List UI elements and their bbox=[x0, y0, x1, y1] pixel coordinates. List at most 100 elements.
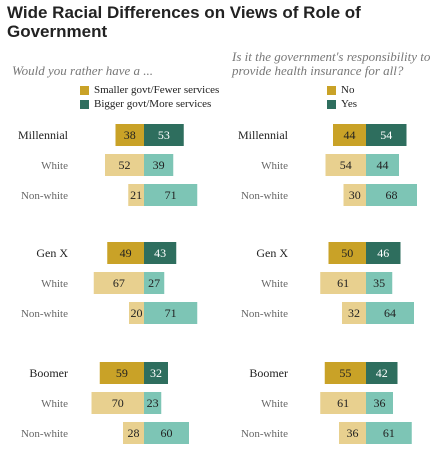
data-label: 60 bbox=[161, 426, 173, 440]
bar-bigger-govt bbox=[144, 302, 198, 324]
data-label: 67 bbox=[113, 276, 125, 290]
left-chart-subtitle: Would you rather have a ... bbox=[12, 63, 154, 78]
bar-yes bbox=[366, 242, 401, 264]
data-label: 53 bbox=[158, 128, 170, 142]
bar-no bbox=[339, 422, 366, 444]
bar-bigger-govt bbox=[144, 184, 198, 206]
data-label: 21 bbox=[130, 188, 142, 202]
row-label: Gen X bbox=[36, 246, 68, 260]
data-label: 49 bbox=[120, 246, 132, 260]
bar-no bbox=[325, 154, 366, 176]
row-label: White bbox=[41, 398, 68, 410]
row-label: Millennial bbox=[238, 128, 289, 142]
bar-bigger-govt bbox=[144, 242, 177, 264]
bar-yes bbox=[366, 302, 414, 324]
row-label: White bbox=[41, 160, 68, 172]
row-label: Non-white bbox=[21, 308, 68, 320]
bar-yes bbox=[366, 422, 412, 444]
right-chart-subtitle: Is it the government's responsibility to… bbox=[232, 49, 431, 78]
data-label: 32 bbox=[348, 306, 360, 320]
bar-smaller-govt bbox=[123, 422, 144, 444]
legend-label: Bigger govt/More services bbox=[94, 98, 212, 110]
bar-bigger-govt bbox=[144, 124, 184, 146]
row-label: Non-white bbox=[241, 190, 288, 202]
bar-bigger-govt bbox=[144, 272, 165, 294]
bar-yes bbox=[366, 184, 417, 206]
data-label: 52 bbox=[119, 158, 131, 172]
data-label: 44 bbox=[377, 158, 389, 172]
bar-no bbox=[320, 272, 366, 294]
data-label: 68 bbox=[386, 188, 398, 202]
data-label: 61 bbox=[337, 396, 349, 410]
row-label: White bbox=[261, 160, 288, 172]
legend-swatch bbox=[327, 100, 336, 109]
data-label: 71 bbox=[165, 188, 177, 202]
data-label: 59 bbox=[116, 366, 128, 380]
data-label: 28 bbox=[128, 426, 140, 440]
legend-label: Yes bbox=[341, 98, 358, 110]
bar-bigger-govt bbox=[144, 422, 189, 444]
data-label: 30 bbox=[349, 188, 361, 202]
bar-yes bbox=[366, 392, 393, 414]
legend-swatch bbox=[327, 86, 336, 95]
data-label: 55 bbox=[339, 366, 351, 380]
bar-yes bbox=[366, 362, 398, 384]
data-label: 27 bbox=[148, 276, 160, 290]
bar-yes bbox=[366, 154, 399, 176]
data-label: 42 bbox=[376, 366, 388, 380]
data-label: 39 bbox=[153, 158, 165, 172]
data-label: 43 bbox=[154, 246, 166, 260]
bar-no bbox=[324, 362, 366, 384]
bar-bigger-govt bbox=[144, 362, 168, 384]
data-label: 23 bbox=[147, 396, 159, 410]
bar-yes bbox=[366, 272, 393, 294]
bar-smaller-govt bbox=[129, 302, 144, 324]
data-label: 54 bbox=[340, 158, 352, 172]
legend-label: No bbox=[341, 84, 355, 96]
row-label: Non-white bbox=[21, 428, 68, 440]
row-label: Boomer bbox=[249, 366, 288, 380]
data-label: 38 bbox=[124, 128, 136, 142]
legend-swatch bbox=[80, 100, 89, 109]
row-label: White bbox=[41, 278, 68, 290]
row-label: Non-white bbox=[241, 428, 288, 440]
row-label: Boomer bbox=[29, 366, 68, 380]
legend-label: Smaller govt/Fewer services bbox=[94, 84, 220, 96]
data-label: 61 bbox=[337, 276, 349, 290]
row-label: Non-white bbox=[21, 190, 68, 202]
data-label: 20 bbox=[131, 306, 143, 320]
data-label: 32 bbox=[150, 366, 162, 380]
data-label: 36 bbox=[347, 426, 359, 440]
bar-no bbox=[328, 242, 366, 264]
bar-bigger-govt bbox=[144, 154, 174, 176]
data-label: 44 bbox=[344, 128, 356, 142]
data-label: 50 bbox=[341, 246, 353, 260]
data-label: 71 bbox=[165, 306, 177, 320]
bar-no bbox=[320, 392, 366, 414]
chart-title: Wide Racial Differences on Views of Role… bbox=[7, 3, 361, 41]
bar-no bbox=[343, 184, 366, 206]
bar-smaller-govt bbox=[107, 242, 144, 264]
bar-yes bbox=[366, 124, 407, 146]
bar-smaller-govt bbox=[128, 184, 144, 206]
bar-no bbox=[333, 124, 366, 146]
data-label: 64 bbox=[384, 306, 396, 320]
row-label: Gen X bbox=[256, 246, 288, 260]
bar-smaller-govt bbox=[99, 362, 144, 384]
data-label: 54 bbox=[380, 128, 392, 142]
bar-smaller-govt bbox=[93, 272, 144, 294]
bar-no bbox=[342, 302, 366, 324]
data-label: 36 bbox=[374, 396, 386, 410]
data-label: 46 bbox=[377, 246, 389, 260]
row-label: White bbox=[261, 398, 288, 410]
data-label: 61 bbox=[383, 426, 395, 440]
row-label: Millennial bbox=[18, 128, 69, 142]
bar-smaller-govt bbox=[91, 392, 144, 414]
bar-bigger-govt bbox=[144, 392, 162, 414]
legend-swatch bbox=[80, 86, 89, 95]
row-label: Non-white bbox=[241, 308, 288, 320]
bar-smaller-govt bbox=[115, 124, 144, 146]
row-label: White bbox=[261, 278, 288, 290]
data-label: 70 bbox=[112, 396, 124, 410]
